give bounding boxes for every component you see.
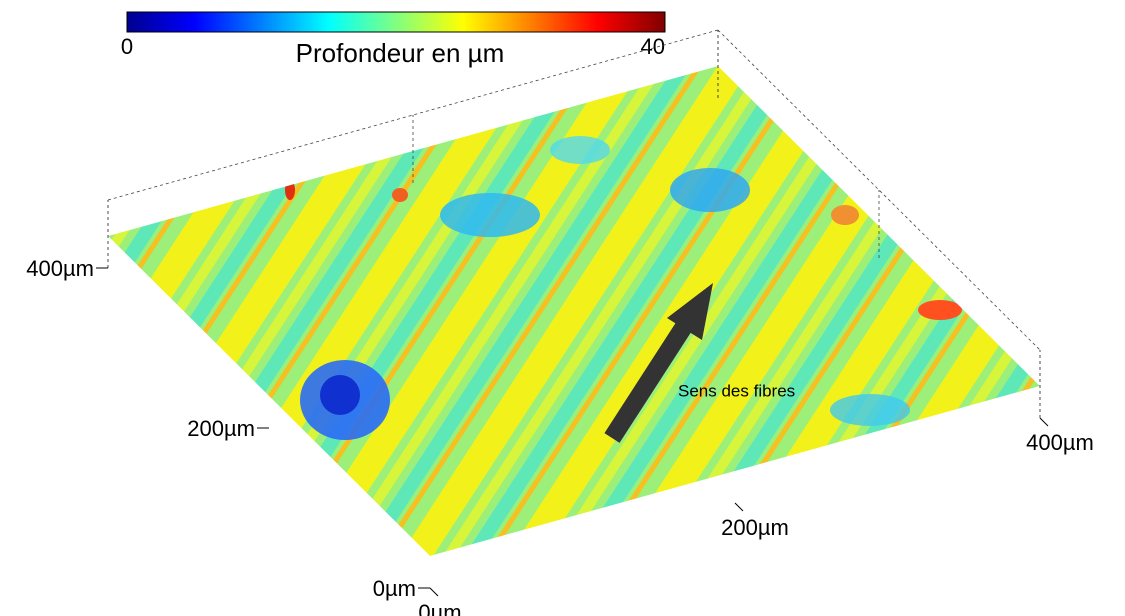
colorbar xyxy=(126,11,666,33)
x-tick xyxy=(734,502,744,512)
surface xyxy=(108,66,1040,556)
box-edge xyxy=(717,29,1041,351)
x-tick-label: 200µm xyxy=(721,515,789,540)
fibre-arrow xyxy=(604,283,713,443)
x-tick-label: 0µm xyxy=(418,600,461,616)
x-tick xyxy=(1039,417,1049,427)
y-tick-label: 400µm xyxy=(26,256,94,281)
y-tick-label: 0µm xyxy=(373,576,416,601)
colorbar-tick-label: 40 xyxy=(641,34,665,59)
colorbar-label: Profondeur en µm xyxy=(296,38,505,68)
y-tick-label: 200µm xyxy=(187,416,255,441)
colorbar-tick-label: 0 xyxy=(121,34,133,59)
x-tick-label: 400µm xyxy=(1026,430,1094,455)
annotation: Sens des fibres xyxy=(678,381,795,400)
x-tick xyxy=(429,587,439,597)
